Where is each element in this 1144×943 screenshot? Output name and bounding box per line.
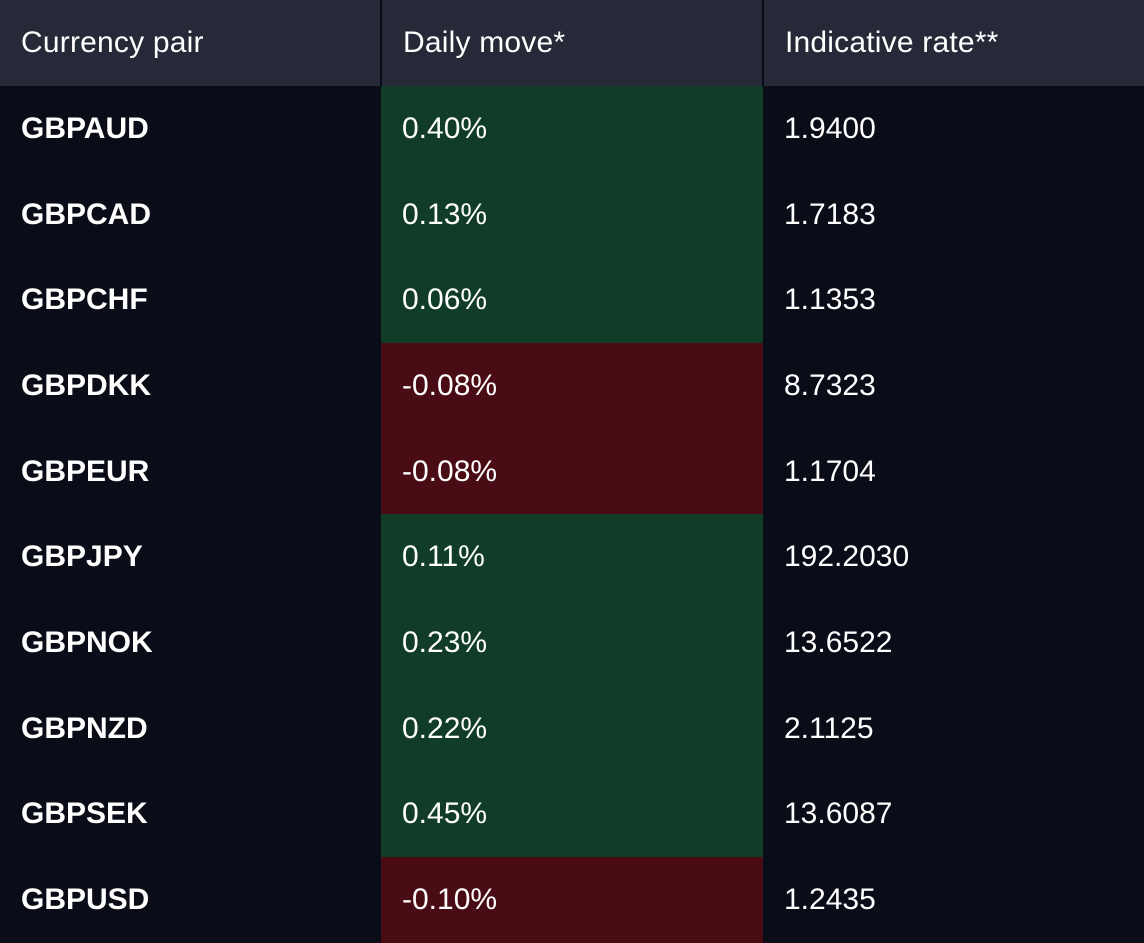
indicative-rate-cell: 8.7323	[763, 343, 1144, 429]
currency-pair-cell: GBPNZD	[0, 685, 381, 772]
currency-pair-cell: GBPNOK	[0, 600, 381, 686]
table-row: GBPCAD 0.13% 1.7183	[0, 171, 1144, 258]
column-header-daily-move[interactable]: Daily move*	[380, 0, 763, 86]
indicative-rate-cell: 1.7183	[763, 171, 1144, 258]
indicative-rate-cell: 13.6522	[763, 600, 1144, 686]
table-row: GBPJPY 0.11% 192.2030	[0, 514, 1144, 601]
indicative-rate-cell: 2.1125	[763, 685, 1144, 772]
currency-pair-cell: GBPSEK	[0, 771, 381, 858]
table-row: GBPUSD -0.10% 1.2435	[0, 857, 1144, 943]
indicative-rate-cell: 192.2030	[763, 514, 1144, 601]
table-header: Currency pair Daily move* Indicative rat…	[0, 0, 1144, 86]
daily-move-cell: 0.22%	[381, 685, 763, 772]
table-row: GBPNZD 0.22% 2.1125	[0, 685, 1144, 772]
table-row: GBPSEK 0.45% 13.6087	[0, 771, 1144, 858]
indicative-rate-cell: 1.2435	[763, 857, 1144, 943]
table-row: GBPCHF 0.06% 1.1353	[0, 257, 1144, 344]
indicative-rate-cell: 1.1353	[763, 257, 1144, 344]
daily-move-cell: -0.08%	[381, 428, 763, 515]
table-row: GBPAUD 0.40% 1.9400	[0, 86, 1144, 172]
currency-pair-cell: GBPDKK	[0, 343, 381, 429]
currency-pair-cell: GBPUSD	[0, 857, 381, 943]
daily-move-cell: -0.08%	[381, 343, 763, 429]
daily-move-cell: -0.10%	[381, 857, 763, 943]
indicative-rate-cell: 1.9400	[763, 86, 1144, 172]
currency-pair-cell: GBPJPY	[0, 514, 381, 601]
currency-pair-cell: GBPEUR	[0, 428, 381, 515]
indicative-rate-cell: 13.6087	[763, 771, 1144, 858]
column-header-indicative-rate[interactable]: Indicative rate**	[762, 0, 1144, 86]
table-row: GBPEUR -0.08% 1.1704	[0, 428, 1144, 515]
daily-move-cell: 0.13%	[381, 171, 763, 258]
daily-move-cell: 0.11%	[381, 514, 763, 601]
daily-move-cell: 0.06%	[381, 257, 763, 344]
currency-pair-cell: GBPCAD	[0, 171, 381, 258]
table-row: GBPDKK -0.08% 8.7323	[0, 343, 1144, 429]
daily-move-cell: 0.40%	[381, 86, 763, 172]
daily-move-cell: 0.45%	[381, 771, 763, 858]
currency-pair-cell: GBPAUD	[0, 86, 381, 172]
daily-move-cell: 0.23%	[381, 600, 763, 686]
currency-pair-cell: GBPCHF	[0, 257, 381, 344]
table-row: GBPNOK 0.23% 13.6522	[0, 600, 1144, 686]
table-body: GBPAUD 0.40% 1.9400 GBPCAD 0.13% 1.7183 …	[0, 86, 1144, 943]
column-header-currency-pair[interactable]: Currency pair	[0, 0, 381, 86]
header-row: Currency pair Daily move* Indicative rat…	[0, 0, 1144, 86]
indicative-rate-cell: 1.1704	[763, 428, 1144, 515]
